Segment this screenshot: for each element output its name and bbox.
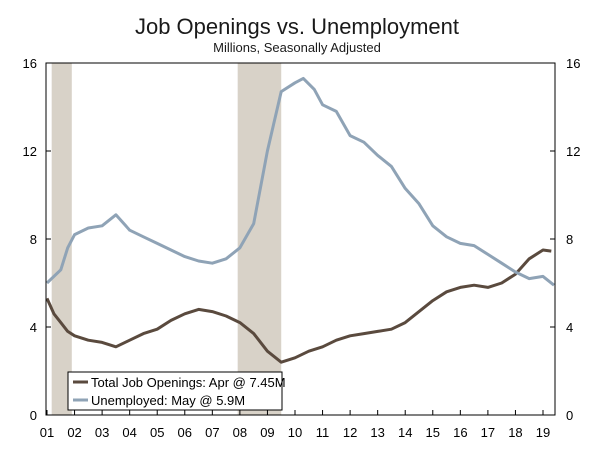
legend-box xyxy=(67,371,283,411)
chart-title: Job Openings vs. Unemployment xyxy=(135,14,459,39)
x-tick-label: 04 xyxy=(122,425,136,440)
y-tick-label-left: 8 xyxy=(30,232,37,247)
chart-subtitle: Millions, Seasonally Adjusted xyxy=(213,40,381,55)
recession-band-1 xyxy=(51,63,72,415)
y-tick-label-right: 4 xyxy=(566,320,573,335)
series-lines xyxy=(45,76,555,364)
x-tick-labels: 01 02 03 04 05 06 07 08 09 10 11 12 13 14 15 16 17 18 19 xyxy=(40,425,550,440)
x-tick-label: 09 xyxy=(260,425,274,440)
x-tick-label: 02 xyxy=(67,425,81,440)
legend: Total Job Openings: Apr @ 7.45M Unemploy… xyxy=(67,371,286,411)
y-tick-label-right: 0 xyxy=(566,408,573,423)
y-tick-label-left: 12 xyxy=(23,144,37,159)
x-tick-label: 16 xyxy=(453,425,467,440)
y-tick-labels-left: 0 4 8 12 16 xyxy=(23,56,37,423)
plot-frame xyxy=(45,62,556,416)
y-tick-label-left: 16 xyxy=(23,56,37,71)
x-tick-label: 08 xyxy=(233,425,247,440)
x-tick-label: 19 xyxy=(536,425,550,440)
y-tick-label-left: 4 xyxy=(30,320,37,335)
x-tick-label: 15 xyxy=(426,425,440,440)
x-tick-label: 17 xyxy=(481,425,495,440)
y-tick-label-right: 16 xyxy=(566,56,580,71)
series-line-unemployed xyxy=(45,76,555,287)
y-tick-labels-right: 0 4 8 12 16 xyxy=(566,56,580,423)
x-tick-label: 01 xyxy=(40,425,54,440)
x-tick-label: 11 xyxy=(316,425,330,440)
x-tick-label: 12 xyxy=(343,425,357,440)
legend-label-unemployed: Unemployed: May @ 5.9M xyxy=(91,393,245,408)
y-tick-label-left: 0 xyxy=(30,408,37,423)
x-tick-label: 07 xyxy=(205,425,219,440)
series-line-job-openings xyxy=(45,248,552,364)
x-tick-label: 14 xyxy=(398,425,412,440)
y-tick-label-right: 8 xyxy=(566,232,573,247)
recession-bands xyxy=(51,63,282,415)
tick-marks xyxy=(46,62,555,416)
x-tick-label: 18 xyxy=(508,425,522,440)
x-tick-label: 03 xyxy=(95,425,109,440)
x-tick-label: 10 xyxy=(288,425,302,440)
x-tick-label: 05 xyxy=(150,425,164,440)
x-tick-label: 13 xyxy=(370,425,384,440)
x-tick-label: 06 xyxy=(178,425,192,440)
legend-label-openings: Total Job Openings: Apr @ 7.45M xyxy=(91,375,286,390)
y-tick-label-right: 12 xyxy=(566,144,580,159)
